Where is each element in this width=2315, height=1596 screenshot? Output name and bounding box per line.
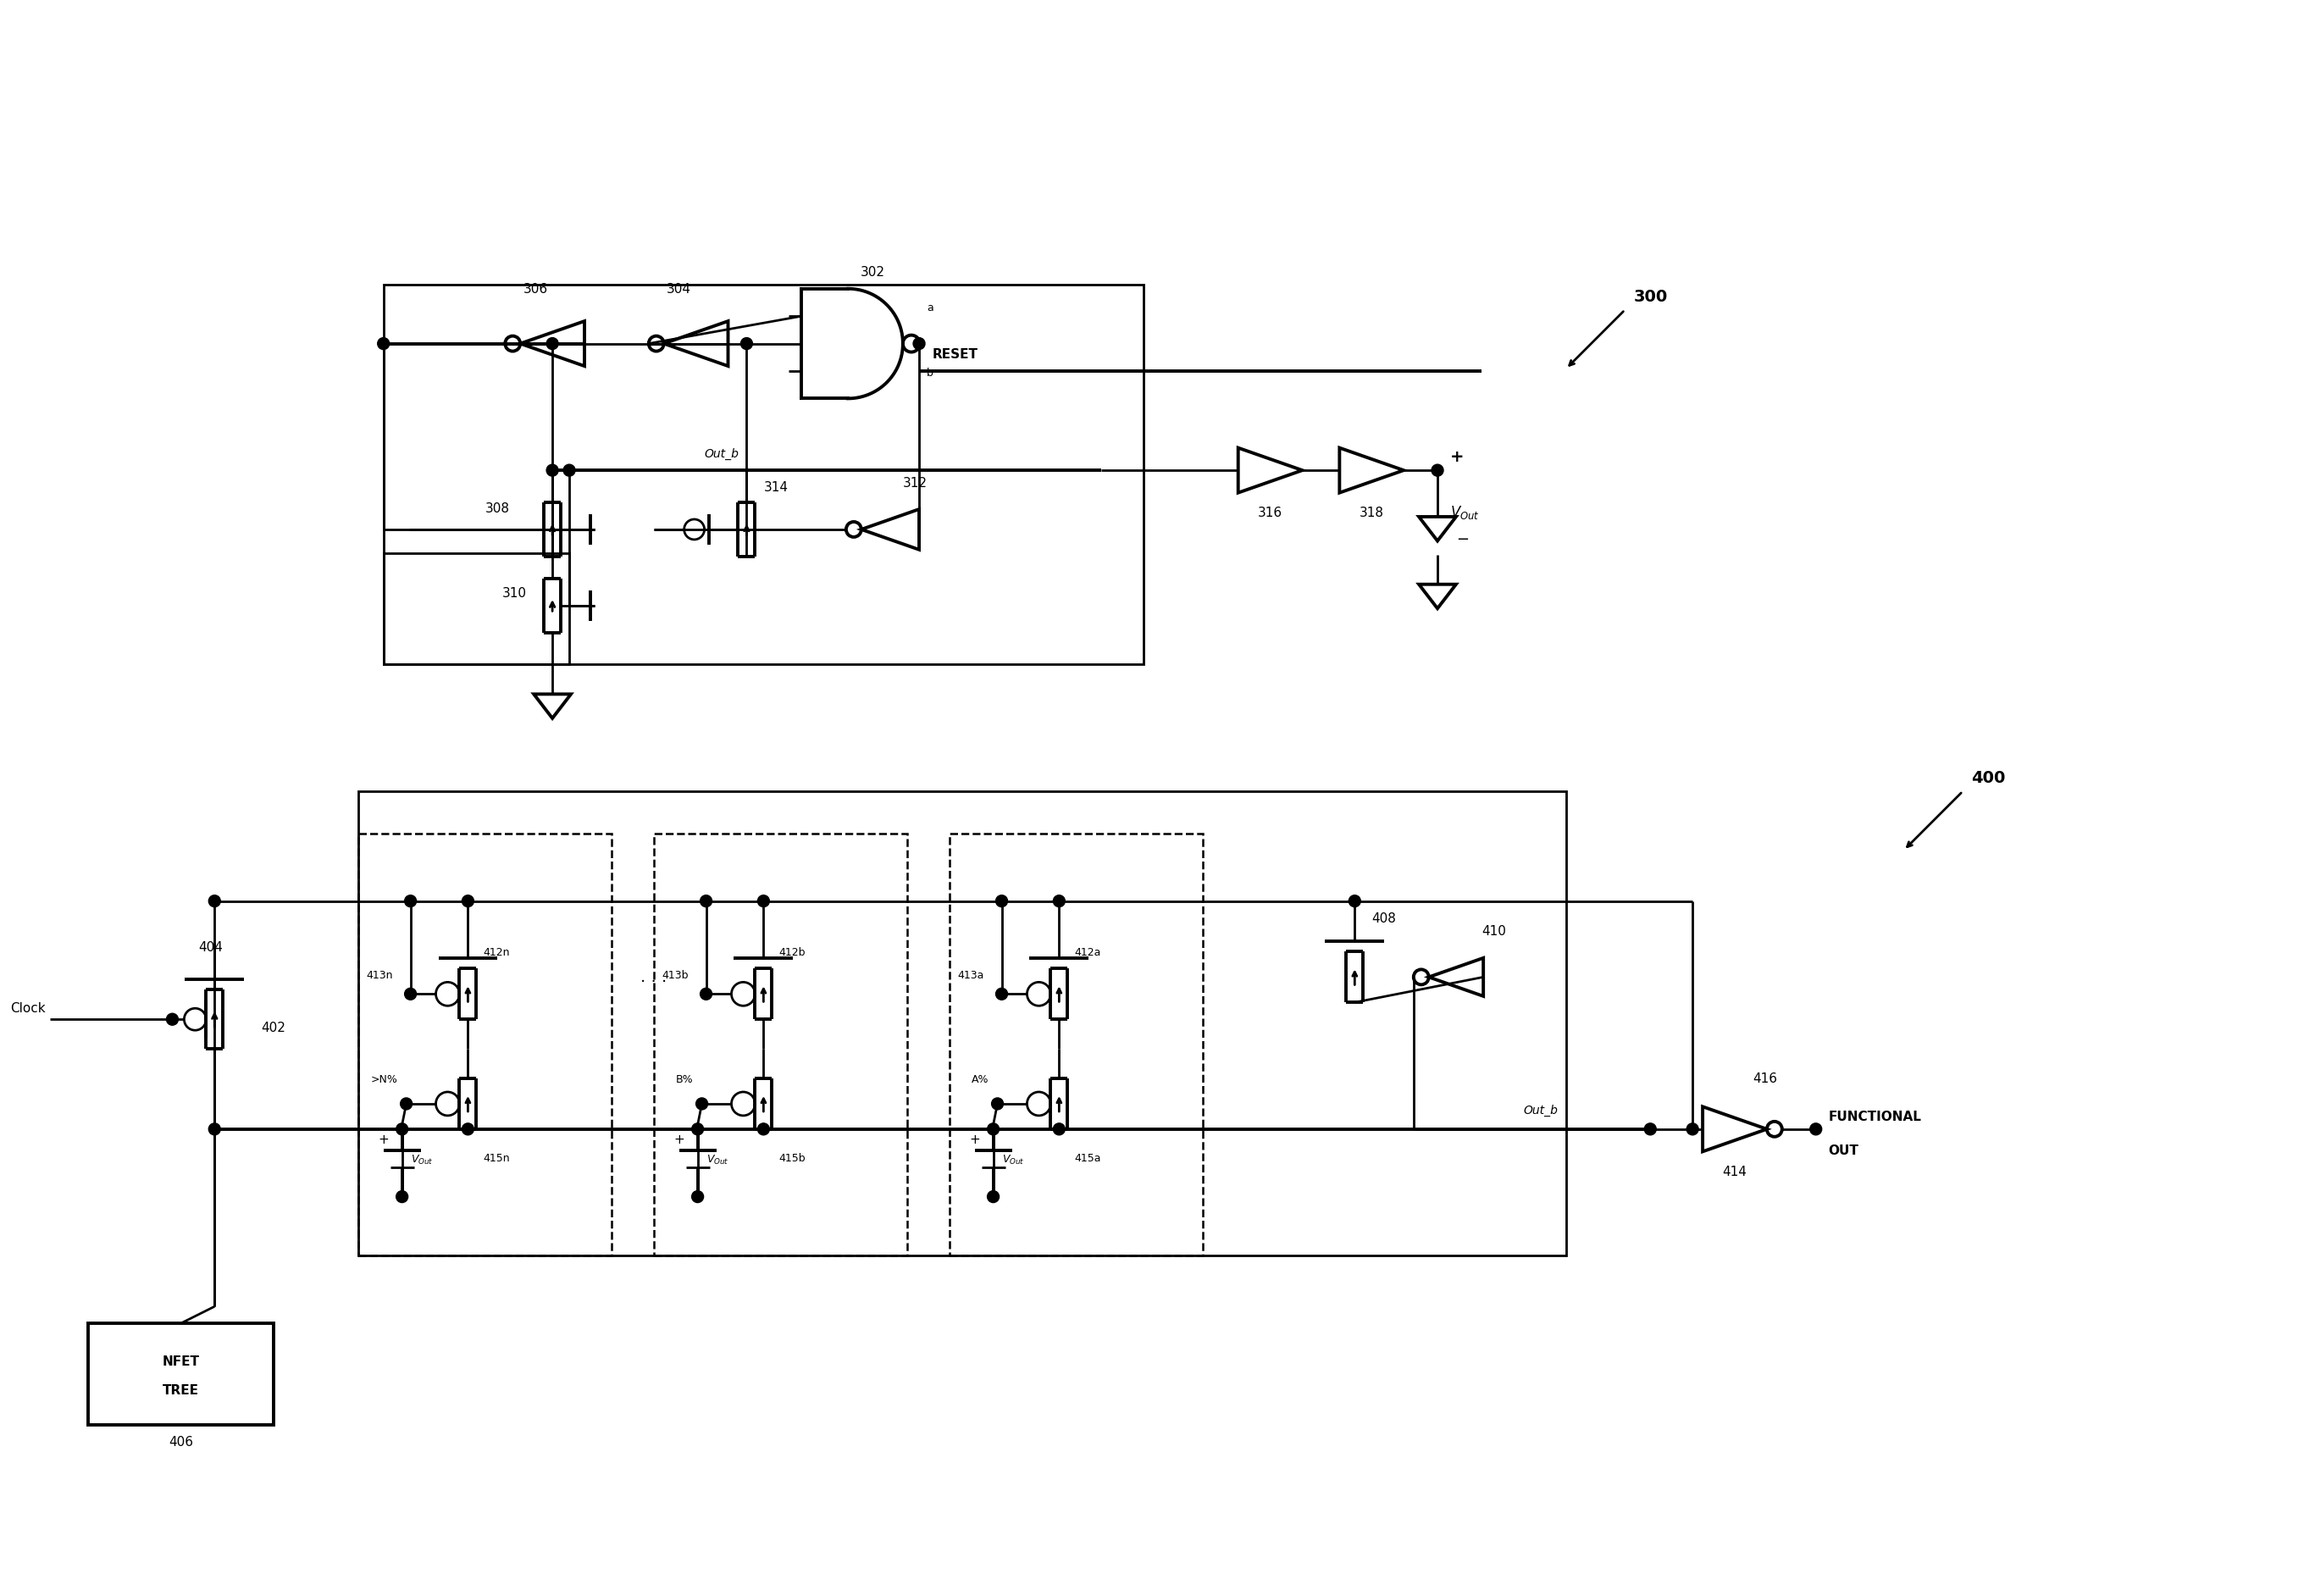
Text: 415b: 415b [778, 1152, 806, 1163]
Text: . . .: . . . [641, 969, 667, 985]
Circle shape [1688, 1124, 1699, 1135]
Circle shape [986, 1124, 1000, 1135]
Circle shape [991, 1098, 1002, 1109]
Circle shape [208, 895, 220, 907]
Circle shape [1644, 1124, 1655, 1135]
Text: 413a: 413a [958, 970, 984, 982]
Text: 415a: 415a [1074, 1152, 1102, 1163]
Text: 416: 416 [1752, 1073, 1778, 1085]
Circle shape [1053, 895, 1065, 907]
Text: 312: 312 [903, 477, 928, 490]
Bar [653, 833, 907, 1256]
Text: +: + [674, 1133, 685, 1146]
Text: NFET: NFET [162, 1355, 199, 1368]
Text: 316: 316 [1257, 506, 1283, 519]
Text: 308: 308 [484, 503, 509, 516]
Text: OUT: OUT [1829, 1144, 1859, 1157]
Text: 304: 304 [667, 282, 692, 295]
Text: 412b: 412b [778, 948, 806, 959]
Bar [384, 554, 569, 664]
Circle shape [1810, 1124, 1822, 1135]
Circle shape [757, 1124, 769, 1135]
Bar [384, 284, 1144, 664]
Text: Out_b: Out_b [1523, 1104, 1558, 1117]
Text: TREE: TREE [162, 1385, 199, 1396]
Circle shape [377, 338, 389, 350]
Circle shape [546, 464, 558, 476]
Text: b: b [926, 369, 933, 380]
Circle shape [692, 1124, 704, 1135]
Bar [949, 833, 1204, 1256]
Text: 413b: 413b [662, 970, 690, 982]
Circle shape [741, 338, 752, 350]
Text: $V_{Out}$: $V_{Out}$ [410, 1154, 433, 1167]
Text: +: + [377, 1133, 389, 1146]
Text: 406: 406 [169, 1436, 192, 1449]
Circle shape [405, 988, 417, 999]
Circle shape [167, 1013, 178, 1025]
Text: +: + [970, 1133, 979, 1146]
Circle shape [995, 988, 1007, 999]
Circle shape [697, 1098, 708, 1109]
Text: 314: 314 [764, 482, 787, 493]
Circle shape [396, 1191, 407, 1202]
Circle shape [1053, 1124, 1065, 1135]
Circle shape [1350, 895, 1361, 907]
Text: Clock: Clock [9, 1002, 46, 1015]
Text: +: + [1449, 448, 1463, 464]
Text: $-$: $-$ [1456, 530, 1470, 546]
Text: a: a [926, 302, 933, 313]
Text: 402: 402 [262, 1021, 285, 1034]
Circle shape [912, 338, 926, 350]
Text: 410: 410 [1482, 924, 1505, 937]
Text: 413n: 413n [366, 970, 394, 982]
Text: 306: 306 [523, 282, 549, 295]
Text: 415n: 415n [484, 1152, 509, 1163]
Circle shape [986, 1191, 1000, 1202]
Text: 400: 400 [1972, 771, 2005, 787]
Circle shape [563, 464, 574, 476]
Circle shape [208, 1124, 220, 1135]
Circle shape [546, 338, 558, 350]
Text: 404: 404 [199, 942, 222, 954]
Circle shape [1431, 464, 1442, 476]
Text: A%: A% [972, 1074, 989, 1085]
Text: RESET: RESET [933, 348, 979, 361]
Circle shape [396, 1124, 407, 1135]
Circle shape [699, 988, 713, 999]
Text: $V_{Out}$: $V_{Out}$ [1002, 1154, 1023, 1167]
Circle shape [699, 895, 713, 907]
Text: FUNCTIONAL: FUNCTIONAL [1829, 1111, 1921, 1124]
Text: $V_{Out}$: $V_{Out}$ [706, 1154, 729, 1167]
Circle shape [995, 895, 1007, 907]
Bar [359, 833, 611, 1256]
Circle shape [757, 895, 769, 907]
Circle shape [463, 1124, 475, 1135]
Circle shape [405, 895, 417, 907]
Bar [88, 1323, 273, 1425]
Text: 302: 302 [861, 267, 884, 279]
Text: 408: 408 [1370, 911, 1396, 924]
Circle shape [400, 1098, 412, 1109]
Circle shape [463, 895, 475, 907]
Text: >N%: >N% [370, 1074, 398, 1085]
Text: 414: 414 [1722, 1165, 1748, 1178]
Text: 310: 310 [502, 587, 528, 600]
Bar [359, 792, 1565, 1256]
Circle shape [692, 1191, 704, 1202]
Text: Out_b: Out_b [704, 448, 738, 460]
Text: 412n: 412n [484, 948, 509, 959]
Text: 412a: 412a [1074, 948, 1102, 959]
Text: $V_{Out}$: $V_{Out}$ [1449, 504, 1479, 520]
Text: 318: 318 [1359, 506, 1384, 519]
Text: 300: 300 [1634, 289, 1667, 305]
Text: B%: B% [676, 1074, 694, 1085]
